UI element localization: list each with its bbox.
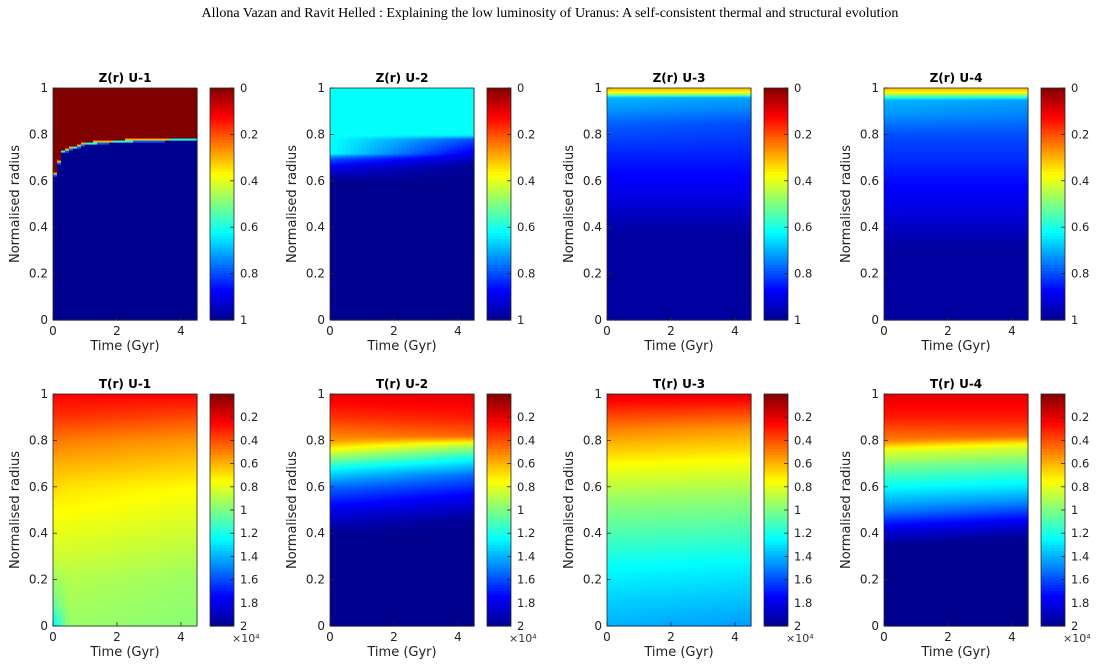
heatmap-field xyxy=(53,88,198,321)
chart-title: Z(r) U-1 xyxy=(99,71,152,85)
